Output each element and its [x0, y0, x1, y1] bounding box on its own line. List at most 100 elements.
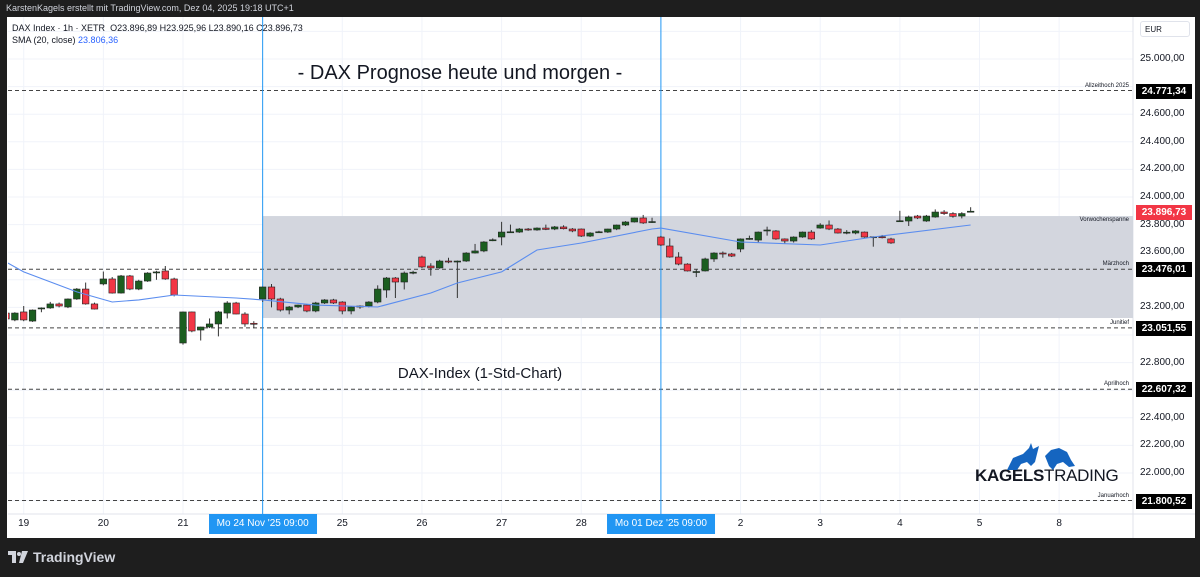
candle-down[interactable]	[807, 231, 815, 240]
candle-down[interactable]	[887, 238, 895, 244]
candle-up[interactable]	[489, 239, 497, 242]
candle-up[interactable]	[595, 231, 603, 234]
candle-up[interactable]	[843, 231, 851, 234]
candle-up[interactable]	[320, 299, 329, 304]
candle-up[interactable]	[11, 312, 19, 321]
candle-up[interactable]	[613, 224, 621, 230]
candle-down[interactable]	[559, 226, 568, 230]
candle-down[interactable]	[161, 270, 169, 280]
candle-down[interactable]	[542, 227, 550, 230]
candle-up[interactable]	[736, 238, 745, 250]
candle-down[interactable]	[878, 236, 886, 239]
candle-up[interactable]	[197, 326, 205, 331]
candle-up[interactable]	[312, 302, 320, 312]
candle-up[interactable]	[754, 231, 762, 241]
candle-up[interactable]	[630, 217, 638, 223]
candle-down[interactable]	[825, 224, 833, 230]
candle-up[interactable]	[294, 304, 302, 308]
candle-down[interactable]	[232, 302, 240, 315]
candle-down[interactable]	[82, 288, 90, 305]
candle-up[interactable]	[790, 236, 798, 242]
candle-up[interactable]	[763, 229, 771, 232]
sma-label[interactable]: SMA (20, close)	[12, 35, 76, 45]
candle-down[interactable]	[683, 263, 692, 272]
candle-down[interactable]	[524, 228, 532, 231]
candle-down[interactable]	[657, 236, 665, 246]
candle-up[interactable]	[382, 277, 391, 291]
candle-down[interactable]	[90, 303, 99, 310]
candle-up[interactable]	[931, 211, 939, 218]
candle-up[interactable]	[347, 306, 355, 312]
candle-up[interactable]	[223, 302, 231, 314]
candle-down[interactable]	[639, 217, 647, 224]
candle-down[interactable]	[577, 228, 585, 237]
candle-down[interactable]	[949, 213, 957, 217]
candle-up[interactable]	[152, 271, 161, 274]
candle-up[interactable]	[745, 238, 753, 240]
candle-up[interactable]	[958, 213, 966, 217]
candle-down[interactable]	[329, 299, 338, 304]
candle-up[interactable]	[621, 221, 630, 226]
candle-up[interactable]	[400, 272, 408, 283]
candle-up[interactable]	[453, 260, 461, 263]
candle-up[interactable]	[896, 220, 904, 223]
candle-down[interactable]	[241, 313, 249, 325]
candle-down[interactable]	[55, 303, 63, 307]
candle-down[interactable]	[126, 275, 134, 290]
candle-up[interactable]	[135, 280, 143, 290]
candle-up[interactable]	[816, 224, 824, 229]
currency-button[interactable]: EUR	[1140, 21, 1190, 37]
candle-up[interactable]	[648, 221, 656, 223]
candle-down[interactable]	[913, 215, 922, 219]
candle-up[interactable]	[214, 311, 223, 325]
candle-down[interactable]	[719, 252, 727, 255]
candle-up[interactable]	[692, 271, 700, 273]
candle-up[interactable]	[506, 231, 515, 234]
candle-down[interactable]	[568, 228, 576, 232]
candle-up[interactable]	[967, 210, 975, 213]
candle-down[interactable]	[418, 256, 426, 268]
candle-down[interactable]	[666, 245, 674, 258]
candle-up[interactable]	[701, 258, 709, 272]
candle-up[interactable]	[798, 231, 807, 238]
candle-up[interactable]	[480, 241, 488, 252]
candle-up[interactable]	[497, 231, 506, 238]
candle-down[interactable]	[781, 238, 789, 242]
candle-down[interactable]	[3, 312, 10, 320]
candle-down[interactable]	[940, 211, 948, 214]
candle-up[interactable]	[409, 271, 417, 274]
candle-up[interactable]	[922, 215, 930, 222]
candle-up[interactable]	[365, 301, 373, 307]
candle-up[interactable]	[37, 307, 45, 310]
candle-up[interactable]	[46, 303, 54, 309]
candle-up[interactable]	[851, 230, 860, 234]
candle-down[interactable]	[427, 265, 435, 269]
candle-up[interactable]	[28, 309, 37, 322]
candle-down[interactable]	[303, 304, 311, 312]
symbol-info[interactable]: DAX Index · 1h · XETR	[12, 23, 106, 33]
candle-up[interactable]	[905, 216, 913, 222]
candle-down[interactable]	[860, 231, 869, 238]
candle-up[interactable]	[179, 311, 187, 344]
candle-up[interactable]	[436, 260, 444, 269]
candle-up[interactable]	[73, 288, 81, 300]
candle-up[interactable]	[471, 250, 479, 254]
candle-up[interactable]	[374, 288, 382, 303]
candle-up[interactable]	[205, 323, 214, 328]
candle-down[interactable]	[170, 278, 178, 296]
candle-up[interactable]	[64, 298, 72, 308]
candle-up[interactable]	[533, 227, 541, 231]
candle-down[interactable]	[20, 311, 28, 321]
tradingview-logo[interactable]: TradingView	[8, 549, 115, 565]
candle-up[interactable]	[604, 228, 612, 233]
candle-down[interactable]	[267, 286, 276, 300]
candle-up[interactable]	[117, 275, 125, 294]
candle-up[interactable]	[144, 272, 152, 282]
candle-up[interactable]	[551, 226, 559, 230]
candle-up[interactable]	[99, 278, 107, 285]
candle-down[interactable]	[391, 277, 400, 283]
candle-down[interactable]	[250, 322, 258, 325]
candle-down[interactable]	[444, 260, 453, 263]
candle-down[interactable]	[834, 228, 842, 234]
